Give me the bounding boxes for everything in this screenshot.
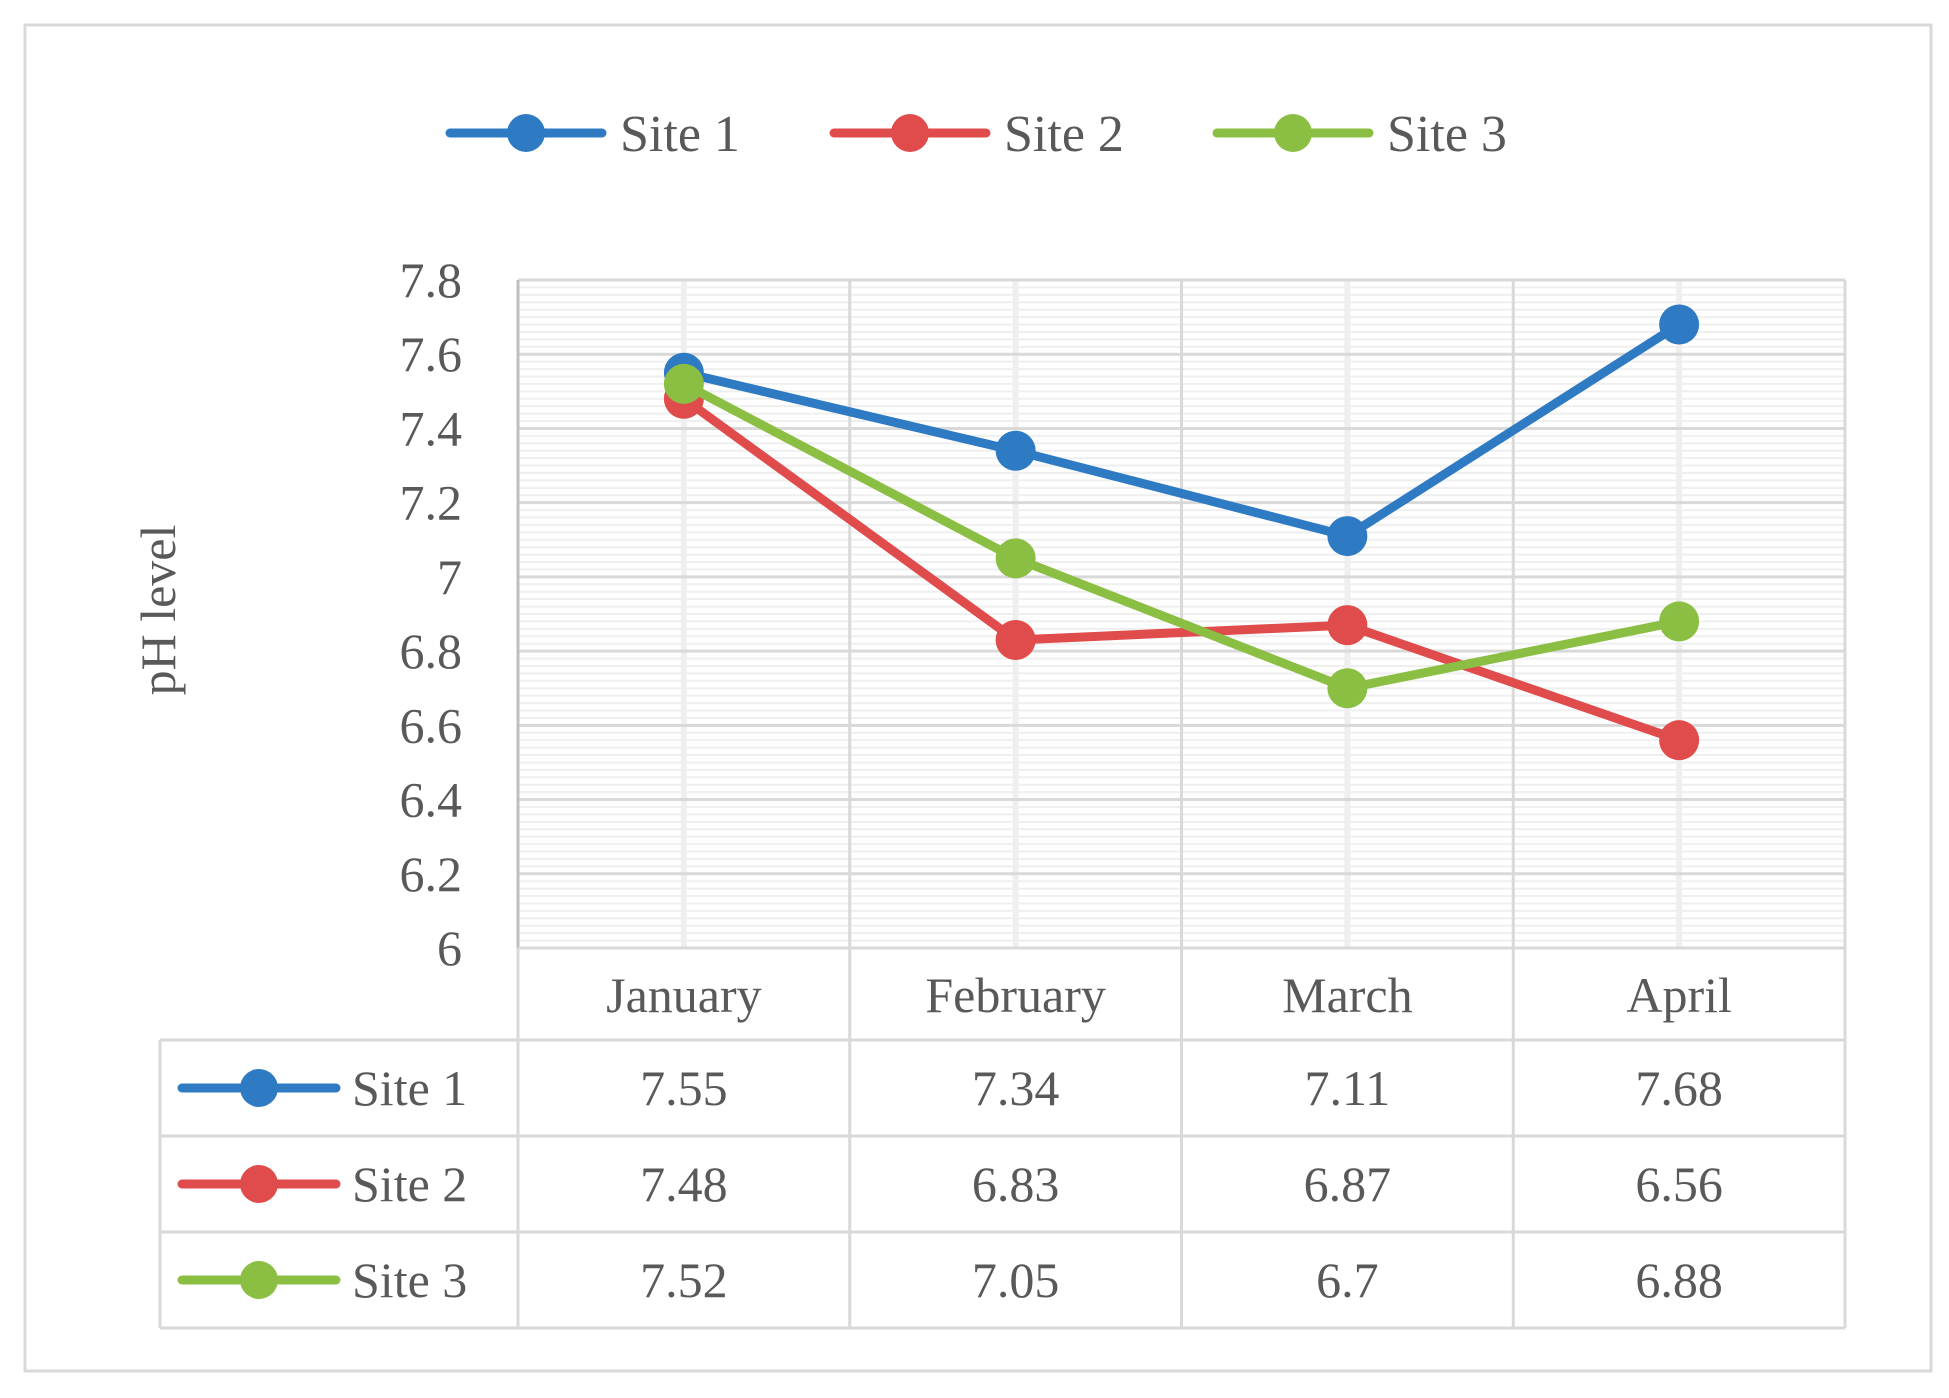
- series-line-3: [679, 379, 1684, 693]
- y-tick-label: 6: [437, 920, 462, 976]
- table-value-cell: 7.52: [640, 1252, 728, 1308]
- y-tick-label: 7: [437, 549, 462, 605]
- series-line-2: [679, 394, 1684, 745]
- data-point-site-3: [995, 538, 1036, 579]
- legend-label: Site 3: [1387, 106, 1507, 163]
- data-point-site-2: [1659, 720, 1700, 761]
- y-tick-label: 6.8: [400, 623, 463, 679]
- series-line-1: [679, 320, 1684, 541]
- data-point-site-2: [995, 619, 1036, 660]
- x-category-label: January: [606, 967, 762, 1023]
- table-series-label: Site 1: [352, 1060, 467, 1116]
- y-tick-label: 7.6: [400, 326, 463, 382]
- table-legend-marker: [240, 1069, 278, 1107]
- table-series-label: Site 3: [352, 1252, 467, 1308]
- data-point-site-3: [1659, 601, 1700, 642]
- chart-frame: [23, 23, 1933, 1373]
- y-tick-label: 7.8: [400, 252, 463, 308]
- y-tick-label: 6.6: [400, 697, 463, 753]
- table-value-cell: 6.7: [1316, 1252, 1379, 1308]
- data-point-site-2: [1327, 605, 1368, 646]
- data-point-site-1: [1659, 304, 1700, 345]
- table-legend-marker: [240, 1261, 278, 1299]
- x-category-label: March: [1282, 967, 1413, 1023]
- y-tick-label: 6.2: [400, 846, 463, 902]
- legend-label: Site 1: [620, 106, 740, 163]
- table-legend-marker: [240, 1165, 278, 1203]
- data-point-site-1: [1327, 516, 1368, 557]
- legend-label: Site 2: [1004, 106, 1124, 163]
- table-value-cell: 7.68: [1635, 1060, 1723, 1116]
- data-point-site-1: [995, 430, 1036, 471]
- y-axis-title: pH level: [130, 525, 186, 696]
- table-value-cell: 7.34: [972, 1060, 1060, 1116]
- y-tick-label: 6.4: [400, 772, 463, 828]
- table-value-cell: 7.05: [972, 1252, 1060, 1308]
- data-point-site-3: [663, 363, 704, 404]
- table-value-cell: 6.88: [1635, 1252, 1723, 1308]
- table-value-cell: 7.11: [1305, 1060, 1391, 1116]
- x-category-label: April: [1626, 967, 1732, 1023]
- table-value-cell: 7.55: [640, 1060, 728, 1116]
- legend-marker: [507, 114, 545, 152]
- table-value-cell: 6.87: [1304, 1156, 1392, 1212]
- table-value-cell: 6.83: [972, 1156, 1060, 1212]
- legend-marker: [1274, 114, 1312, 152]
- y-tick-label: 7.2: [400, 475, 463, 531]
- table-value-cell: 6.56: [1635, 1156, 1723, 1212]
- legend-marker: [891, 114, 929, 152]
- table-series-label: Site 2: [352, 1156, 467, 1212]
- y-tick-label: 7.4: [400, 400, 463, 456]
- x-category-label: February: [925, 967, 1106, 1023]
- data-point-site-3: [1327, 668, 1368, 709]
- table-value-cell: 7.48: [640, 1156, 728, 1212]
